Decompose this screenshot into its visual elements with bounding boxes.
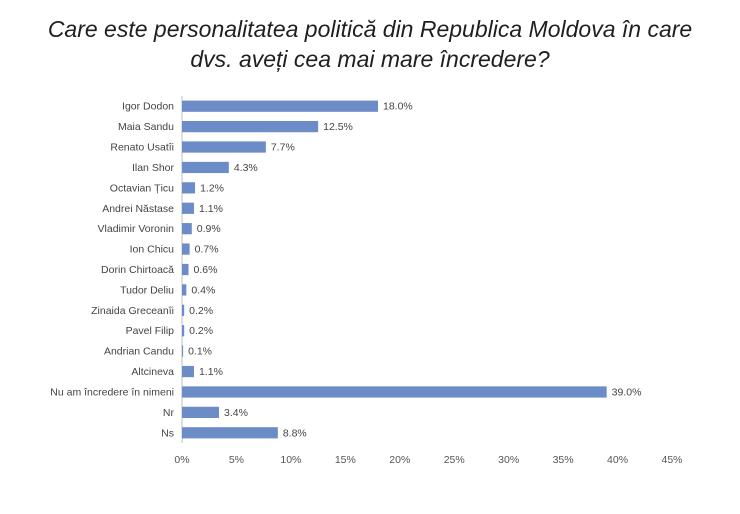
bar-7: [182, 243, 190, 255]
bar-15: [182, 406, 220, 418]
chart-title: Care este personalitatea politică din Re…: [20, 14, 720, 74]
value-label-8: 0.6%: [194, 264, 218, 276]
x-tick-label-8: 40%: [607, 454, 628, 466]
value-label-4: 1.2%: [200, 182, 224, 194]
bar-6: [182, 223, 192, 235]
bar-12: [182, 345, 184, 357]
value-label-16: 8.8%: [283, 427, 307, 439]
value-label-11: 0.2%: [189, 325, 213, 337]
bar-4: [182, 182, 196, 194]
value-label-14: 39.0%: [612, 386, 642, 398]
x-tick-labels-group: 0% 5% 10% 15% 20% 25% 30% 35% 40% 45%: [174, 454, 682, 466]
category-label-6: Vladimir Voronin: [98, 223, 175, 235]
category-label-8: Dorin Chirtoacă: [101, 264, 174, 276]
category-label-13: Altcineva: [131, 366, 174, 378]
bar-1: [182, 121, 319, 133]
x-tick-label-3: 15%: [335, 454, 356, 466]
x-tick-label-6: 30%: [498, 454, 519, 466]
category-label-16: Ns: [161, 427, 174, 439]
chart-title-line-1: Care este personalitatea politică din Re…: [47, 16, 693, 42]
bar-10: [182, 304, 185, 316]
category-label-0: Igor Dodon: [122, 101, 174, 113]
category-label-15: Nr: [163, 407, 175, 419]
value-label-7: 0.7%: [195, 244, 219, 256]
x-tick-label-9: 45%: [661, 454, 682, 466]
value-label-9: 0.4%: [191, 284, 215, 296]
value-label-1: 12.5%: [323, 121, 353, 133]
bar-11: [182, 325, 185, 337]
value-label-15: 3.4%: [224, 407, 248, 419]
value-label-13: 1.1%: [199, 366, 223, 378]
category-label-4: Octavian Țicu: [110, 182, 174, 194]
value-label-0: 18.0%: [383, 101, 413, 113]
x-tick-label-0: 0%: [174, 454, 189, 466]
value-label-3: 4.3%: [234, 162, 258, 174]
bar-3: [182, 161, 229, 174]
value-label-10: 0.2%: [189, 305, 213, 317]
category-labels-group: Igor Dodon Maia Sandu Renato Usatîi Ilan Sh…: [50, 101, 174, 440]
category-label-12: Andrian Candu: [104, 346, 174, 358]
bars-group: [182, 100, 607, 439]
x-tick-label-7: 35%: [553, 454, 574, 466]
category-label-7: Ion Chicu: [130, 244, 175, 256]
category-label-5: Andrei Năstase: [102, 203, 174, 215]
value-label-6: 0.9%: [197, 223, 221, 235]
value-labels-group: 18.0% 12.5% 7.7% 4.3% 1.2% 1.1% 0.9% 0.7% 0.6% 0.…: [188, 101, 641, 440]
value-label-5: 1.1%: [199, 203, 223, 215]
x-tick-label-5: 25%: [444, 454, 465, 466]
chart-title-line-2: dvs. aveți cea mai mare încredere?: [190, 46, 550, 72]
x-tick-label-4: 20%: [389, 454, 410, 466]
value-label-2: 7.7%: [271, 142, 295, 154]
category-label-14: Nu am încredere în nimeni: [50, 386, 174, 398]
bar-13: [182, 365, 194, 378]
bar-8: [182, 263, 189, 276]
category-label-2: Renato Usatîi: [110, 142, 174, 154]
x-tick-label-2: 10%: [280, 454, 301, 466]
bar-16: [182, 427, 278, 439]
bar-0: [182, 100, 378, 112]
value-label-12: 0.1%: [188, 346, 212, 358]
category-label-1: Maia Sandu: [118, 121, 174, 133]
bar-2: [182, 141, 266, 153]
category-label-9: Tudor Deliu: [120, 284, 174, 296]
category-label-11: Pavel Filip: [126, 325, 175, 337]
x-tick-label-1: 5%: [229, 454, 244, 466]
bar-14: [182, 386, 607, 398]
bar-9: [182, 284, 187, 296]
category-label-10: Zinaida Greceanîi: [91, 305, 174, 317]
category-label-3: Ilan Shor: [132, 162, 175, 174]
bar-5: [182, 202, 194, 214]
